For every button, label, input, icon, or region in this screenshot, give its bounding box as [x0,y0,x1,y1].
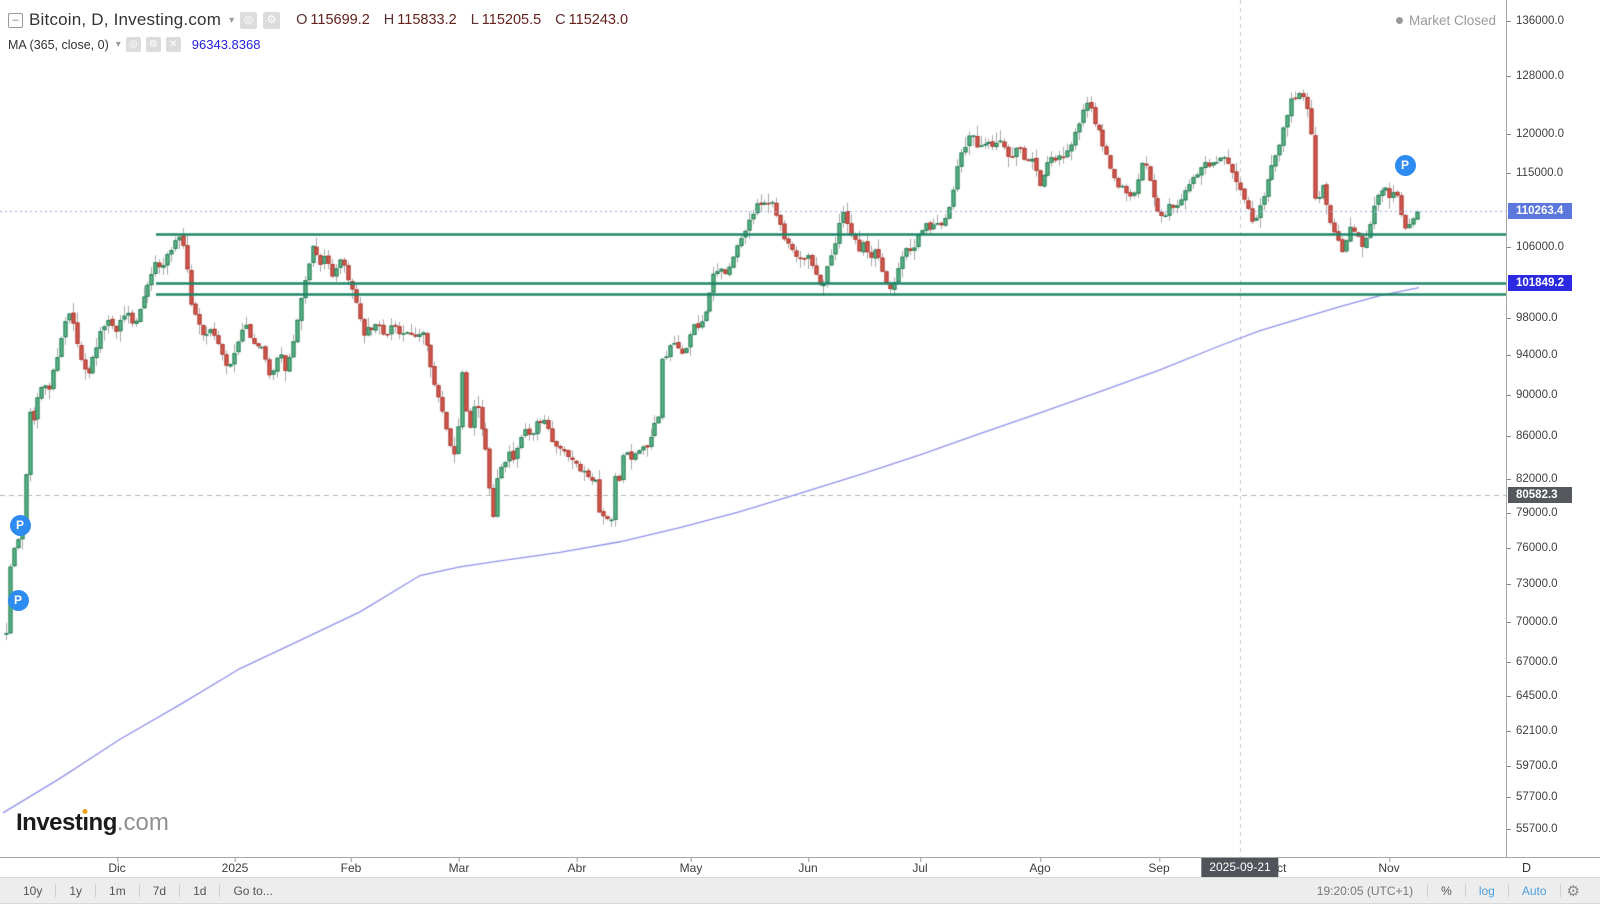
price-tick-label: 94000.0 [1507,348,1600,362]
price-tick-label: 136000.0 [1507,14,1600,28]
price-chart-canvas[interactable] [0,0,1506,857]
crosshair-date-tooltip: 2025-09-21 [1201,858,1279,877]
status-dot-icon [1395,17,1403,24]
percent-scale-button[interactable]: % [1441,883,1452,898]
chevron-down-icon[interactable]: ▾ [229,14,235,26]
low-label: L [470,12,479,28]
price-tick-label: 115000.0 [1507,166,1600,180]
open-value: 115699.2 [310,12,370,28]
price-tick-label: 76000.0 [1507,541,1600,555]
position-marker[interactable]: P [7,589,29,611]
price-tick-label: 55700.0 [1507,822,1600,836]
timeframe-label: D [1522,861,1532,875]
price-tick-label: 57700.0 [1507,790,1600,804]
range-buttons: 10y 1y 1m 7d 1d Go to... [10,884,286,898]
high-label: H [383,12,395,28]
time-tick-label: Jun [798,858,818,878]
time-tick-label: Nov [1378,858,1400,878]
time-tick-label: Dic [108,858,126,878]
indicator-row: MA (365, close, 0) ▾ ◎ ⚙ ✕ 96343.8368 [8,37,260,52]
close-value: 115243.0 [568,12,629,28]
price-tick-label: 79000.0 [1507,506,1600,520]
time-tick-label: 2025 [222,858,248,878]
logo-orange-dot-icon [82,809,88,814]
price-tick-label: 70000.0 [1507,615,1600,629]
chevron-down-icon[interactable]: ▾ [115,39,121,50]
hide-series-icon[interactable]: ◎ [240,11,258,29]
price-axis[interactable]: 136000.0 128000.0 120000.0 115000.0 106000.0… [1506,0,1600,857]
time-axis[interactable]: D Dic2025FebMarAbrMayJunJulAgoSepOctNov2… [0,857,1600,877]
investing-logo: Investı ng.com [16,809,169,836]
price-marker-label: 110263.4 [1508,202,1572,219]
series-settings-icon[interactable]: ⚙ [263,11,281,29]
price-tick-label: 128000.0 [1507,69,1600,83]
market-status: Market Closed [1395,13,1496,28]
range-button-1m[interactable]: 1m [109,883,126,898]
price-marker-label: 101849.2 [1508,274,1572,291]
market-status-text: Market Closed [1408,13,1496,28]
price-tick-label: 86000.0 [1507,429,1600,443]
price-tick-label: 59700.0 [1507,759,1600,773]
high-value: 115833.2 [397,12,457,28]
price-tick-label: 67000.0 [1507,655,1600,669]
close-label: C [555,12,566,28]
time-tick-label: Sep [1148,858,1170,878]
range-button-1d[interactable]: 1d [193,883,207,898]
log-scale-button[interactable]: log [1478,883,1495,898]
time-tick-label: Jul [912,858,928,878]
indicator-settings-icon[interactable]: ⚙ [145,37,161,52]
time-tick-label: Abr [568,858,586,878]
indicator-value: 96343.8368 [191,37,261,52]
time-tick-label: Ago [1029,858,1051,878]
price-tick-label: 82000.0 [1507,472,1600,486]
bottom-toolbar: 10y 1y 1m 7d 1d Go to... 19:20:05 (UTC+1) % l… [0,877,1600,904]
chart-header: – Bitcoin, D, Investing.com ▾ ◎ ⚙ O 11569… [8,10,628,30]
open-label: O [296,12,308,28]
toolbar-right: 19:20:05 (UTC+1) % log Auto ⚙ [1303,882,1586,900]
range-button-7d[interactable]: 7d [152,883,167,898]
clock-label: 19:20:05 (UTC+1) [1316,883,1414,898]
price-tick-label: 62100.0 [1507,724,1600,738]
hide-indicator-icon[interactable]: ◎ [125,37,141,52]
price-tick-label: 98000.0 [1507,311,1600,325]
range-button-1y[interactable]: 1y [69,883,83,898]
price-tick-label: 106000.0 [1507,240,1600,254]
position-marker[interactable]: P [9,514,31,536]
price-tick-label: 90000.0 [1507,388,1600,402]
time-tick-label: May [680,858,702,878]
price-tick-label: 73000.0 [1507,577,1600,591]
price-marker-label: 80582.3 [1508,486,1572,503]
price-tick-label: 120000.0 [1507,127,1600,141]
ohlc-values: O 115699.2 H 115833.2 L 115205.5 C 115243.0 [296,12,628,28]
price-tick-label: 64500.0 [1507,689,1600,703]
collapse-icon[interactable]: – [8,12,23,28]
go-to-button[interactable]: Go to... [233,883,273,898]
remove-indicator-icon[interactable]: ✕ [165,37,181,52]
low-value: 115205.5 [481,12,542,28]
time-tick-label: Feb [341,858,361,878]
time-tick-label: Mar [449,858,469,878]
auto-scale-button[interactable]: Auto [1521,883,1547,898]
symbol-title[interactable]: Bitcoin, D, Investing.com [29,10,222,29]
indicator-label[interactable]: MA (365, close, 0) [8,37,109,52]
settings-gear-icon[interactable]: ⚙ [1566,882,1580,900]
range-button-10y[interactable]: 10y [23,883,43,898]
position-marker[interactable]: P [1394,154,1416,176]
